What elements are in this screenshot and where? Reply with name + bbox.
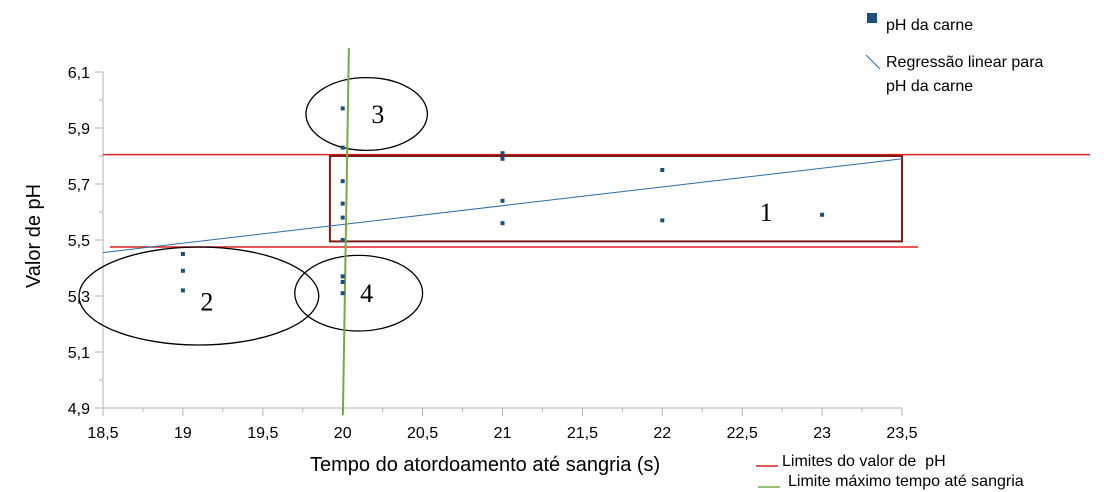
axis-ticks [95,71,903,416]
x-tick-label: 23,5 [886,425,917,442]
y-tick-labels: 4,95,15,35,55,75,96,1 [68,65,90,418]
data-point [340,291,345,296]
data-point [660,218,665,223]
x-axis-title: Tempo do atordoamento até sangria (s) [310,454,660,476]
data-point [180,288,185,293]
data-point [340,106,345,111]
x-tick-label: 18,5 [87,425,118,442]
y-tick-label: 5,7 [68,177,90,194]
data-point [660,168,665,172]
data-point [180,252,185,256]
y-tick-label: 4,9 [68,401,90,418]
x-tick-label: 22,5 [727,425,758,442]
legend-label-regression: Regressão linear para pH da carne [886,54,1048,95]
data-point [820,212,825,217]
data-point [180,268,185,273]
region-1-box [328,155,903,243]
legend-regression-line1: Regressão linear para [886,54,1044,71]
region-4-ellipse [294,254,424,332]
regions: 1 2 3 4 [78,76,903,346]
y-tick-label: 5,1 [68,345,90,362]
region-2-label: 2 [200,288,213,317]
data-point [340,280,345,284]
legend-bottom: Limites do valor de pH Limite máximo tem… [756,453,1024,490]
legend-swatch-ph-da-carne [867,13,877,23]
data-point [340,238,345,242]
legend-label-max-time: Limite máximo tempo até sangria [788,473,1024,490]
x-tick-label: 23 [813,425,831,442]
legend-swatch-regression [865,54,881,70]
legend-regression-line2: pH da carne [886,78,973,95]
data-point [500,156,505,161]
legend-label-ph-da-carne: pH da carne [886,17,973,34]
y-axis-title: Valor de pH [23,184,45,288]
regression-line [102,158,903,254]
region-3-ellipse [305,76,429,152]
data-point [500,198,505,203]
y-tick-label: 6,1 [68,65,90,82]
x-tick-label: 19 [174,425,192,442]
data-point [500,221,505,226]
region-3-label: 3 [371,100,384,129]
data-point [340,215,345,220]
data-point [340,274,345,279]
region-2-ellipse [78,246,320,346]
data-point [340,179,345,184]
x-tick-labels: 18,5 19 19,5 20 20,5 21 21,5 22 22,5 23 23,5 [87,425,917,442]
data-points [180,106,825,296]
x-tick-label: 21 [494,425,512,442]
region-4-label: 4 [360,279,373,308]
max-time-line [341,47,350,416]
y-tick-label: 5,9 [68,121,90,138]
x-tick-label: 21,5 [567,425,598,442]
legend-label-ph-limits: Limites do valor de pH [782,453,946,470]
legend-top: pH da carne Regressão linear para pH da … [865,13,1048,95]
x-tick-label: 19,5 [247,425,278,442]
region-1-label: 1 [760,198,773,227]
x-tick-label: 20,5 [407,425,438,442]
data-point [500,151,505,156]
x-tick-label: 20 [334,425,352,442]
ph-limit-lines [103,153,1090,248]
x-tick-label: 22 [653,425,671,442]
data-point [340,145,345,150]
y-tick-label: 5,5 [68,233,90,250]
data-point [340,201,345,206]
